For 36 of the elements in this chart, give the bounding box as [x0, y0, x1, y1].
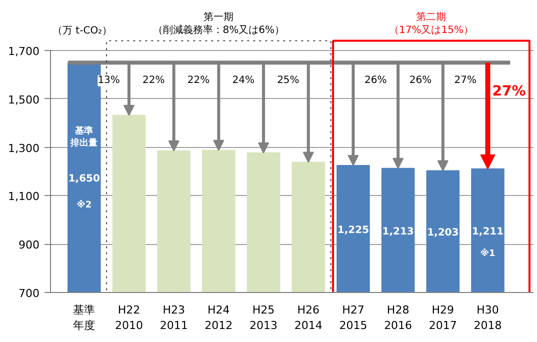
annotation: ※2 [76, 199, 92, 210]
annotation: 22% [142, 75, 165, 86]
y-axis-title: （万 t-CO₂） [52, 25, 112, 36]
text: 第一期（削減義務率：8%又は6%） [152, 10, 285, 36]
x-tick-label: H27 2015 [339, 304, 368, 332]
annotation: 27% [454, 75, 476, 86]
x-tick-label: H23 2011 [160, 304, 188, 332]
x-tick-label: H24 2012 [204, 304, 233, 332]
annotation: 27% [492, 84, 526, 100]
annotation: 26% [364, 75, 387, 86]
annotation: 基準排出量 [70, 126, 98, 149]
x-tick-label: H28 2016 [384, 304, 412, 332]
x-tick-label: H30 2018 [474, 304, 502, 332]
x-tick-label: H29 2017 [428, 304, 457, 332]
y-tick-label: 700 [18, 287, 40, 300]
x-tick-label: H22 2010 [114, 304, 143, 332]
annotation: 24% [232, 75, 254, 86]
data-label: 1,650 [68, 174, 100, 185]
x-tick-label: H26 2014 [294, 304, 322, 332]
y-tick-label: 1,500 [8, 93, 40, 106]
y-tick-label: 1,100 [8, 190, 40, 204]
annotation: 25% [277, 75, 300, 86]
y-tick-label: 900 [18, 238, 40, 252]
data-label: 1,211 [472, 226, 504, 238]
data-label: 1,203 [427, 228, 459, 239]
annotation: 26% [409, 75, 432, 86]
y-tick-label: 1,300 [8, 142, 40, 155]
annotation: 22% [187, 75, 210, 86]
data-label: 1,225 [337, 224, 370, 236]
x-tick-label: 基準年度 [73, 304, 96, 332]
annotation: ※1 [480, 248, 496, 259]
data-label: 1,213 [382, 226, 414, 238]
text: 第二期（17%又は15%） [389, 10, 474, 36]
y-tick-label: 1,700 [8, 44, 40, 58]
annotation: 13% [98, 75, 120, 86]
x-tick-label: H25 2013 [250, 304, 278, 332]
